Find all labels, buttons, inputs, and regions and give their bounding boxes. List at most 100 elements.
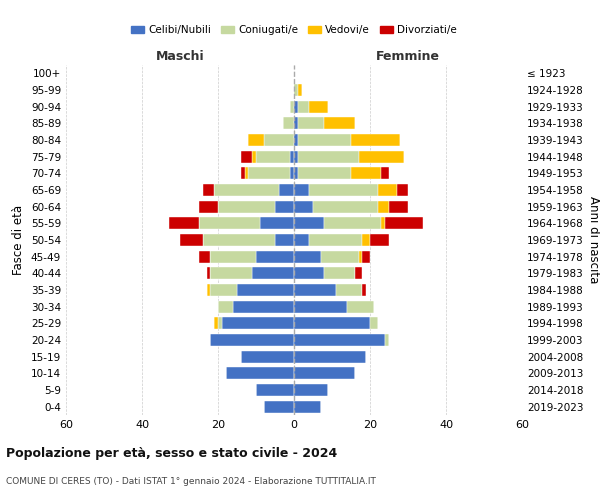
Bar — [237, 284, 294, 296]
Bar — [362, 250, 370, 262]
Bar — [218, 300, 233, 312]
Bar — [214, 318, 218, 330]
Bar — [294, 168, 298, 179]
Bar — [397, 184, 408, 196]
Bar — [169, 218, 199, 230]
Bar — [377, 184, 397, 196]
Bar — [199, 250, 211, 262]
Bar — [377, 200, 389, 212]
Bar — [294, 300, 347, 312]
Bar — [263, 400, 294, 412]
Bar — [256, 384, 294, 396]
Bar — [279, 184, 294, 196]
Bar — [309, 100, 328, 112]
Text: Maschi: Maschi — [155, 50, 205, 62]
Bar — [241, 150, 252, 162]
Bar — [263, 134, 294, 146]
Bar — [256, 250, 294, 262]
Bar — [199, 200, 218, 212]
Bar — [260, 218, 294, 230]
Bar — [241, 168, 245, 179]
Bar — [290, 100, 294, 112]
Bar — [275, 234, 294, 246]
Y-axis label: Anni di nascita: Anni di nascita — [587, 196, 600, 284]
Bar — [248, 168, 290, 179]
Bar — [298, 84, 302, 96]
Bar — [362, 234, 370, 246]
Bar — [298, 134, 351, 146]
Bar — [370, 234, 389, 246]
Bar — [218, 318, 222, 330]
Bar — [309, 234, 362, 246]
Bar — [351, 134, 400, 146]
Bar — [294, 118, 298, 130]
Text: Popolazione per età, sesso e stato civile - 2024: Popolazione per età, sesso e stato civil… — [6, 448, 337, 460]
Bar — [211, 268, 252, 280]
Bar — [252, 268, 294, 280]
Bar — [355, 268, 362, 280]
Bar — [294, 284, 336, 296]
Bar — [294, 318, 370, 330]
Bar — [298, 100, 309, 112]
Bar — [226, 368, 294, 380]
Bar — [199, 218, 260, 230]
Bar — [256, 150, 290, 162]
Bar — [211, 284, 237, 296]
Bar — [298, 168, 351, 179]
Bar — [294, 400, 320, 412]
Bar — [336, 284, 362, 296]
Bar — [294, 184, 309, 196]
Legend: Celibi/Nubili, Coniugati/e, Vedovi/e, Divorziati/e: Celibi/Nubili, Coniugati/e, Vedovi/e, Di… — [127, 21, 461, 40]
Bar — [382, 168, 389, 179]
Bar — [222, 318, 294, 330]
Bar — [359, 150, 404, 162]
Bar — [206, 284, 211, 296]
Bar — [211, 334, 294, 346]
Bar — [320, 250, 359, 262]
Bar — [218, 200, 275, 212]
Bar — [203, 234, 275, 246]
Bar — [382, 218, 385, 230]
Bar — [351, 168, 382, 179]
Bar — [241, 350, 294, 362]
Bar — [294, 368, 355, 380]
Bar — [347, 300, 374, 312]
Bar — [214, 184, 279, 196]
Bar — [206, 268, 211, 280]
Bar — [309, 184, 377, 196]
Bar — [245, 168, 248, 179]
Bar — [325, 268, 355, 280]
Bar — [275, 200, 294, 212]
Bar — [294, 334, 385, 346]
Bar — [298, 150, 359, 162]
Bar — [294, 200, 313, 212]
Bar — [203, 184, 214, 196]
Bar — [389, 200, 408, 212]
Bar — [294, 234, 309, 246]
Bar — [325, 218, 382, 230]
Bar — [385, 334, 389, 346]
Bar — [325, 118, 355, 130]
Bar — [180, 234, 203, 246]
Bar — [294, 84, 298, 96]
Bar — [294, 384, 328, 396]
Text: Femmine: Femmine — [376, 50, 440, 62]
Bar — [294, 134, 298, 146]
Bar — [283, 118, 294, 130]
Bar — [290, 168, 294, 179]
Bar — [294, 150, 298, 162]
Bar — [211, 250, 256, 262]
Bar — [294, 250, 320, 262]
Bar — [362, 284, 366, 296]
Bar — [370, 318, 377, 330]
Bar — [294, 100, 298, 112]
Bar — [290, 150, 294, 162]
Bar — [248, 134, 263, 146]
Bar — [252, 150, 256, 162]
Y-axis label: Fasce di età: Fasce di età — [13, 205, 25, 275]
Text: COMUNE DI CERES (TO) - Dati ISTAT 1° gennaio 2024 - Elaborazione TUTTITALIA.IT: COMUNE DI CERES (TO) - Dati ISTAT 1° gen… — [6, 478, 376, 486]
Bar — [294, 350, 366, 362]
Bar — [294, 268, 325, 280]
Bar — [294, 218, 325, 230]
Bar — [359, 250, 362, 262]
